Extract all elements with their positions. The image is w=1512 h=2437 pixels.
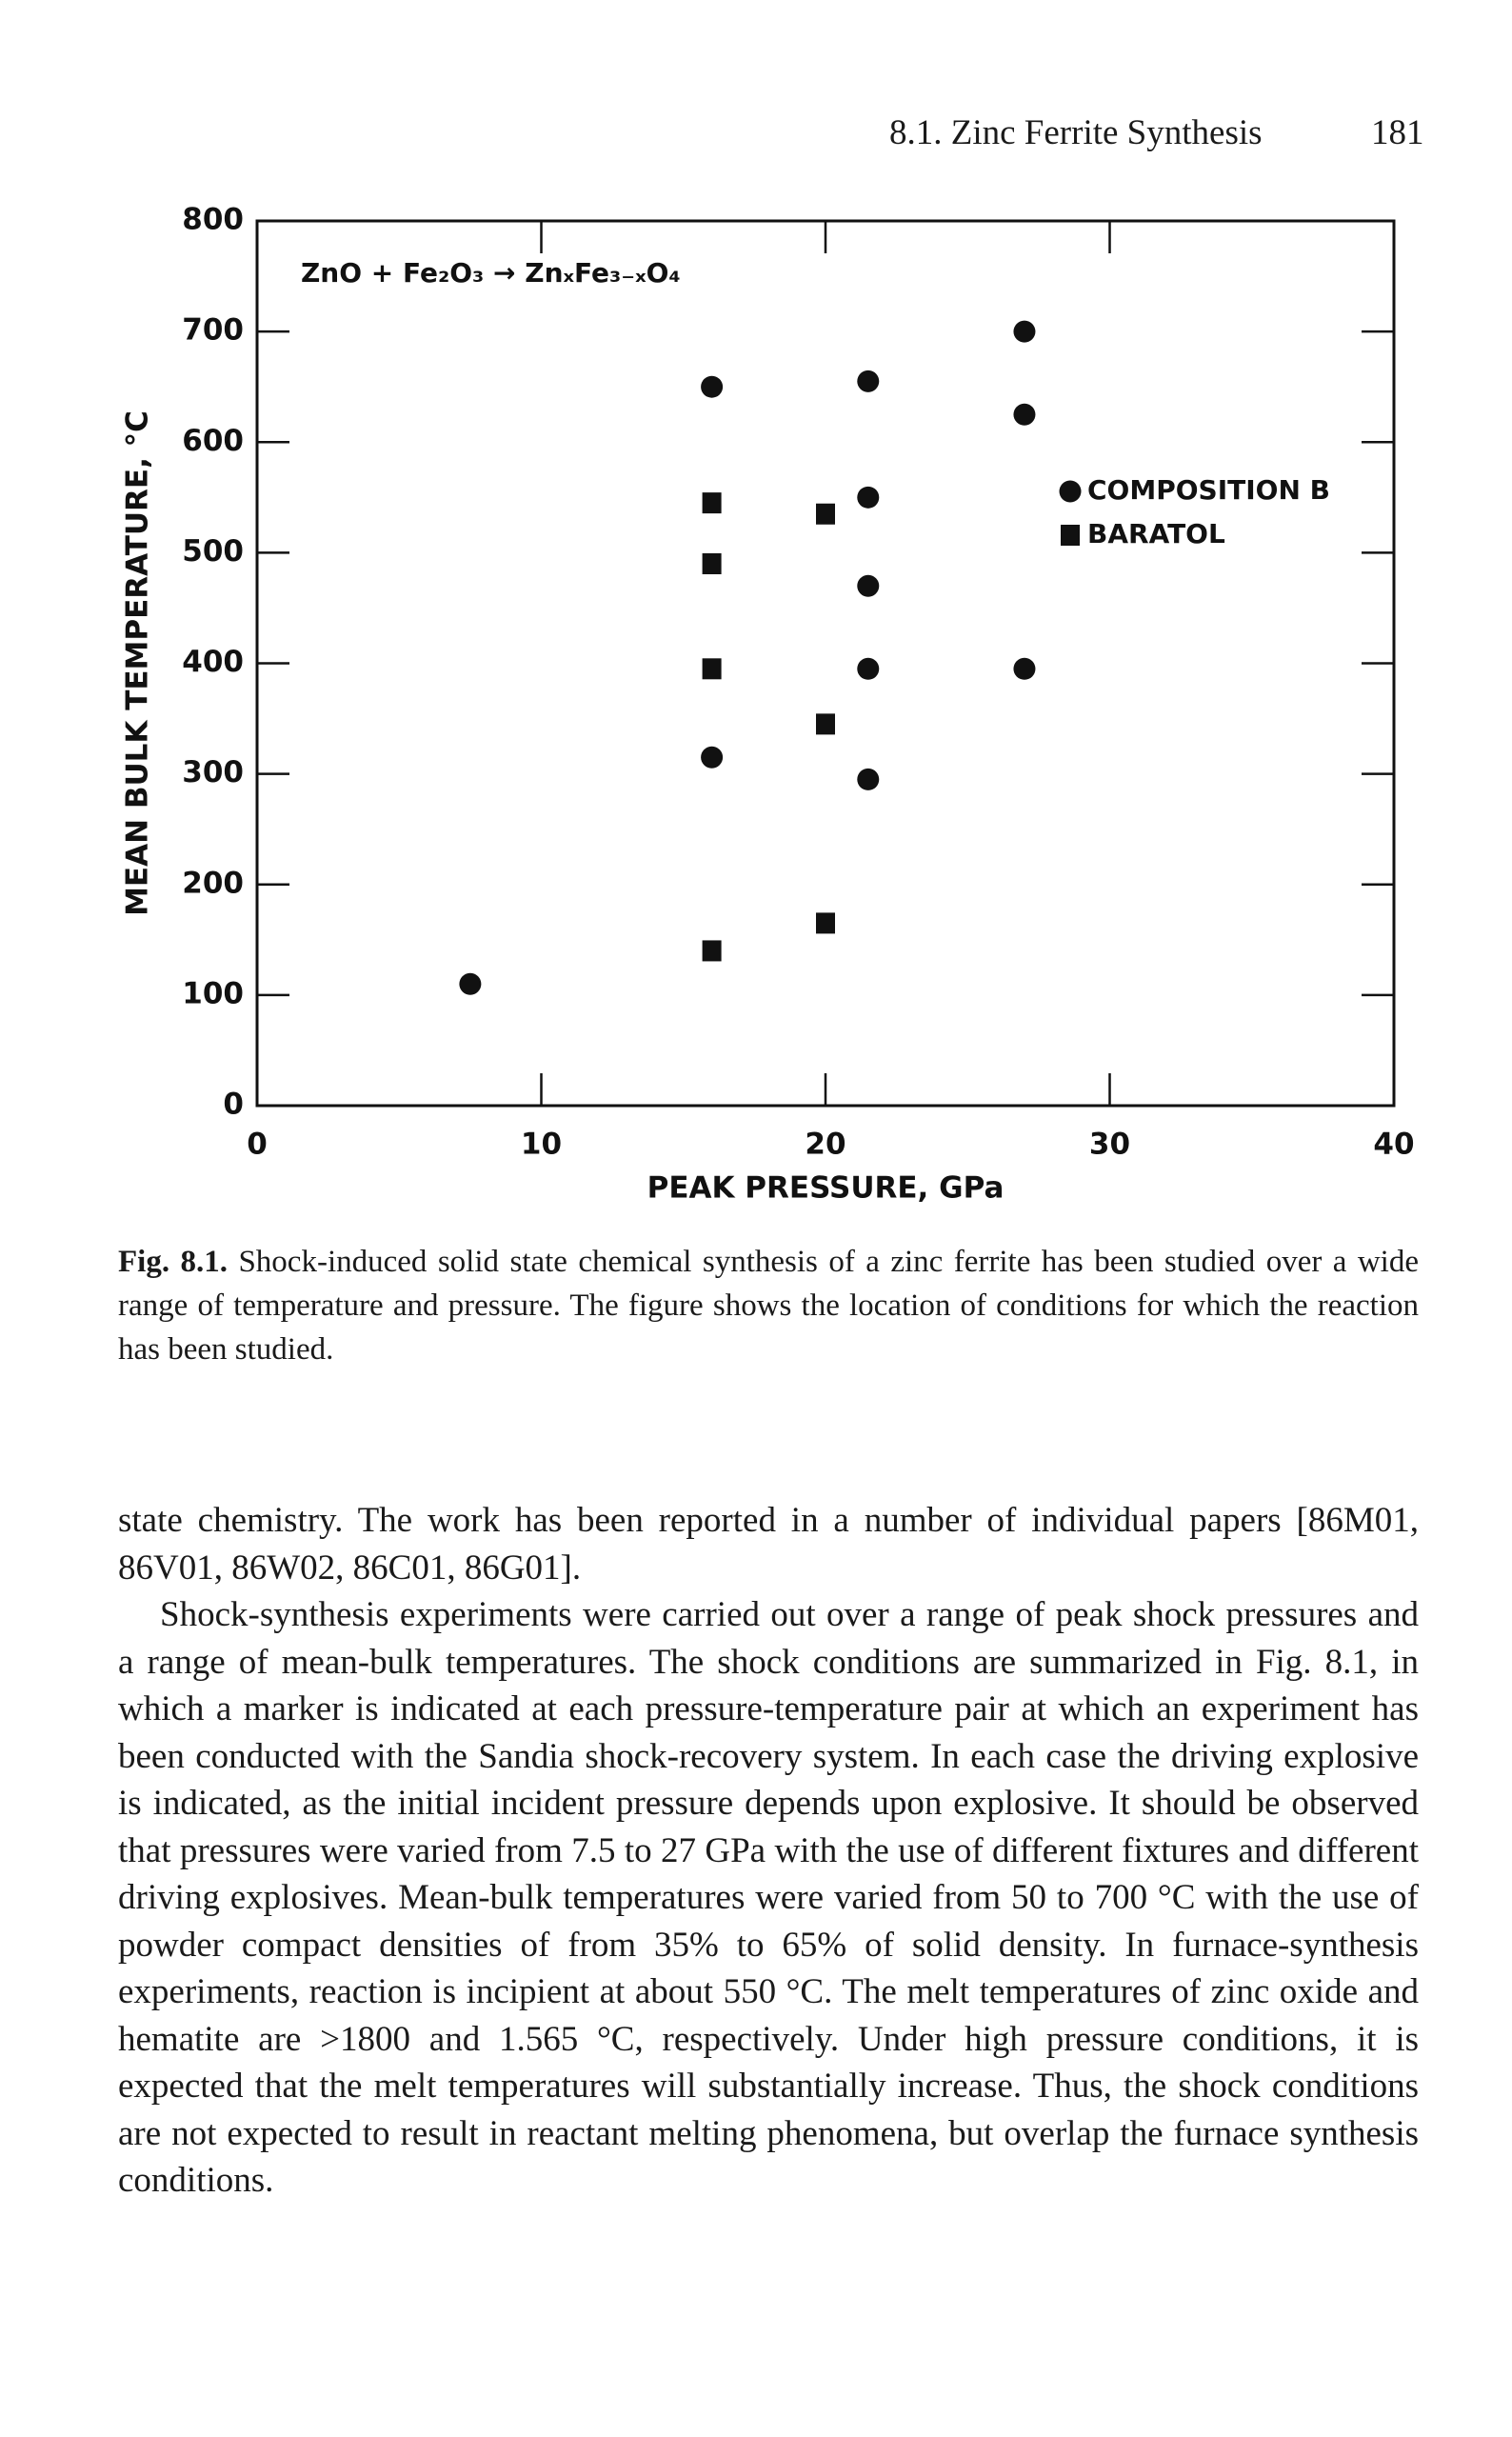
caption-label: Fig. 8.1.	[118, 1245, 229, 1279]
data-point	[816, 503, 835, 525]
x-tick-label: 40	[1373, 1128, 1414, 1162]
data-point	[857, 370, 880, 392]
legend-marker	[1059, 480, 1082, 503]
y-tick-label: 300	[182, 755, 244, 789]
data-point	[816, 912, 835, 934]
data-point	[857, 574, 880, 597]
x-axis-title: PEAK PRESSURE, GPa	[647, 1171, 1005, 1206]
data-point	[1013, 657, 1036, 680]
data-point	[1013, 320, 1036, 343]
y-tick-label: 400	[182, 645, 244, 679]
paragraph: Shock-synthesis experiments were carried…	[118, 1595, 1419, 2200]
y-tick-label: 600	[182, 424, 244, 458]
paragraph: state chemistry. The work has been repor…	[118, 1501, 1419, 1588]
legend-label: COMPOSITION B	[1087, 474, 1330, 506]
y-tick-label: 700	[182, 313, 244, 348]
legend-label: BARATOL	[1087, 518, 1225, 549]
data-point	[1013, 403, 1036, 426]
caption-text: Shock-induced solid state chemical synth…	[118, 1245, 1419, 1367]
x-tick-label: 30	[1089, 1128, 1130, 1162]
data-point	[702, 492, 722, 514]
data-point	[702, 552, 722, 574]
data-point	[857, 768, 880, 790]
data-point	[857, 486, 880, 509]
figure-caption: Fig. 8.1. Shock-induced solid state chem…	[118, 1240, 1419, 1371]
data-point	[816, 713, 835, 735]
data-point	[857, 657, 880, 680]
data-point	[701, 375, 724, 398]
y-axis-title: MEAN BULK TEMPERATURE, °C	[121, 410, 155, 916]
chart: 0 100 200 300 400 500 600 700 800 0 10 20 30 40 PEAK P…	[121, 203, 1415, 1206]
x-tick-label: 10	[521, 1128, 562, 1162]
body-text: state chemistry. The work has been repor…	[118, 1497, 1419, 2205]
y-tick-label: 0	[223, 1088, 244, 1122]
y-tick-label: 800	[182, 203, 244, 237]
annotation: ZnO + Fe₂O₃ → ZnₓFe₃₋ₓO₄	[301, 257, 681, 289]
y-tick-label: 100	[182, 976, 244, 1010]
y-tick-label: 500	[182, 534, 244, 569]
data-point	[702, 940, 722, 962]
page-number: 181	[1371, 113, 1424, 152]
data-point	[701, 746, 724, 769]
plot-frame	[255, 219, 1396, 1108]
data-point	[702, 658, 722, 680]
x-tick-label: 0	[247, 1128, 268, 1162]
y-tick-label: 200	[182, 866, 244, 900]
data-point	[459, 972, 482, 995]
x-tick-label: 20	[805, 1128, 846, 1162]
legend-marker	[1061, 525, 1080, 546]
running-header: 8.1. Zinc Ferrite Synthesis	[889, 113, 1263, 152]
